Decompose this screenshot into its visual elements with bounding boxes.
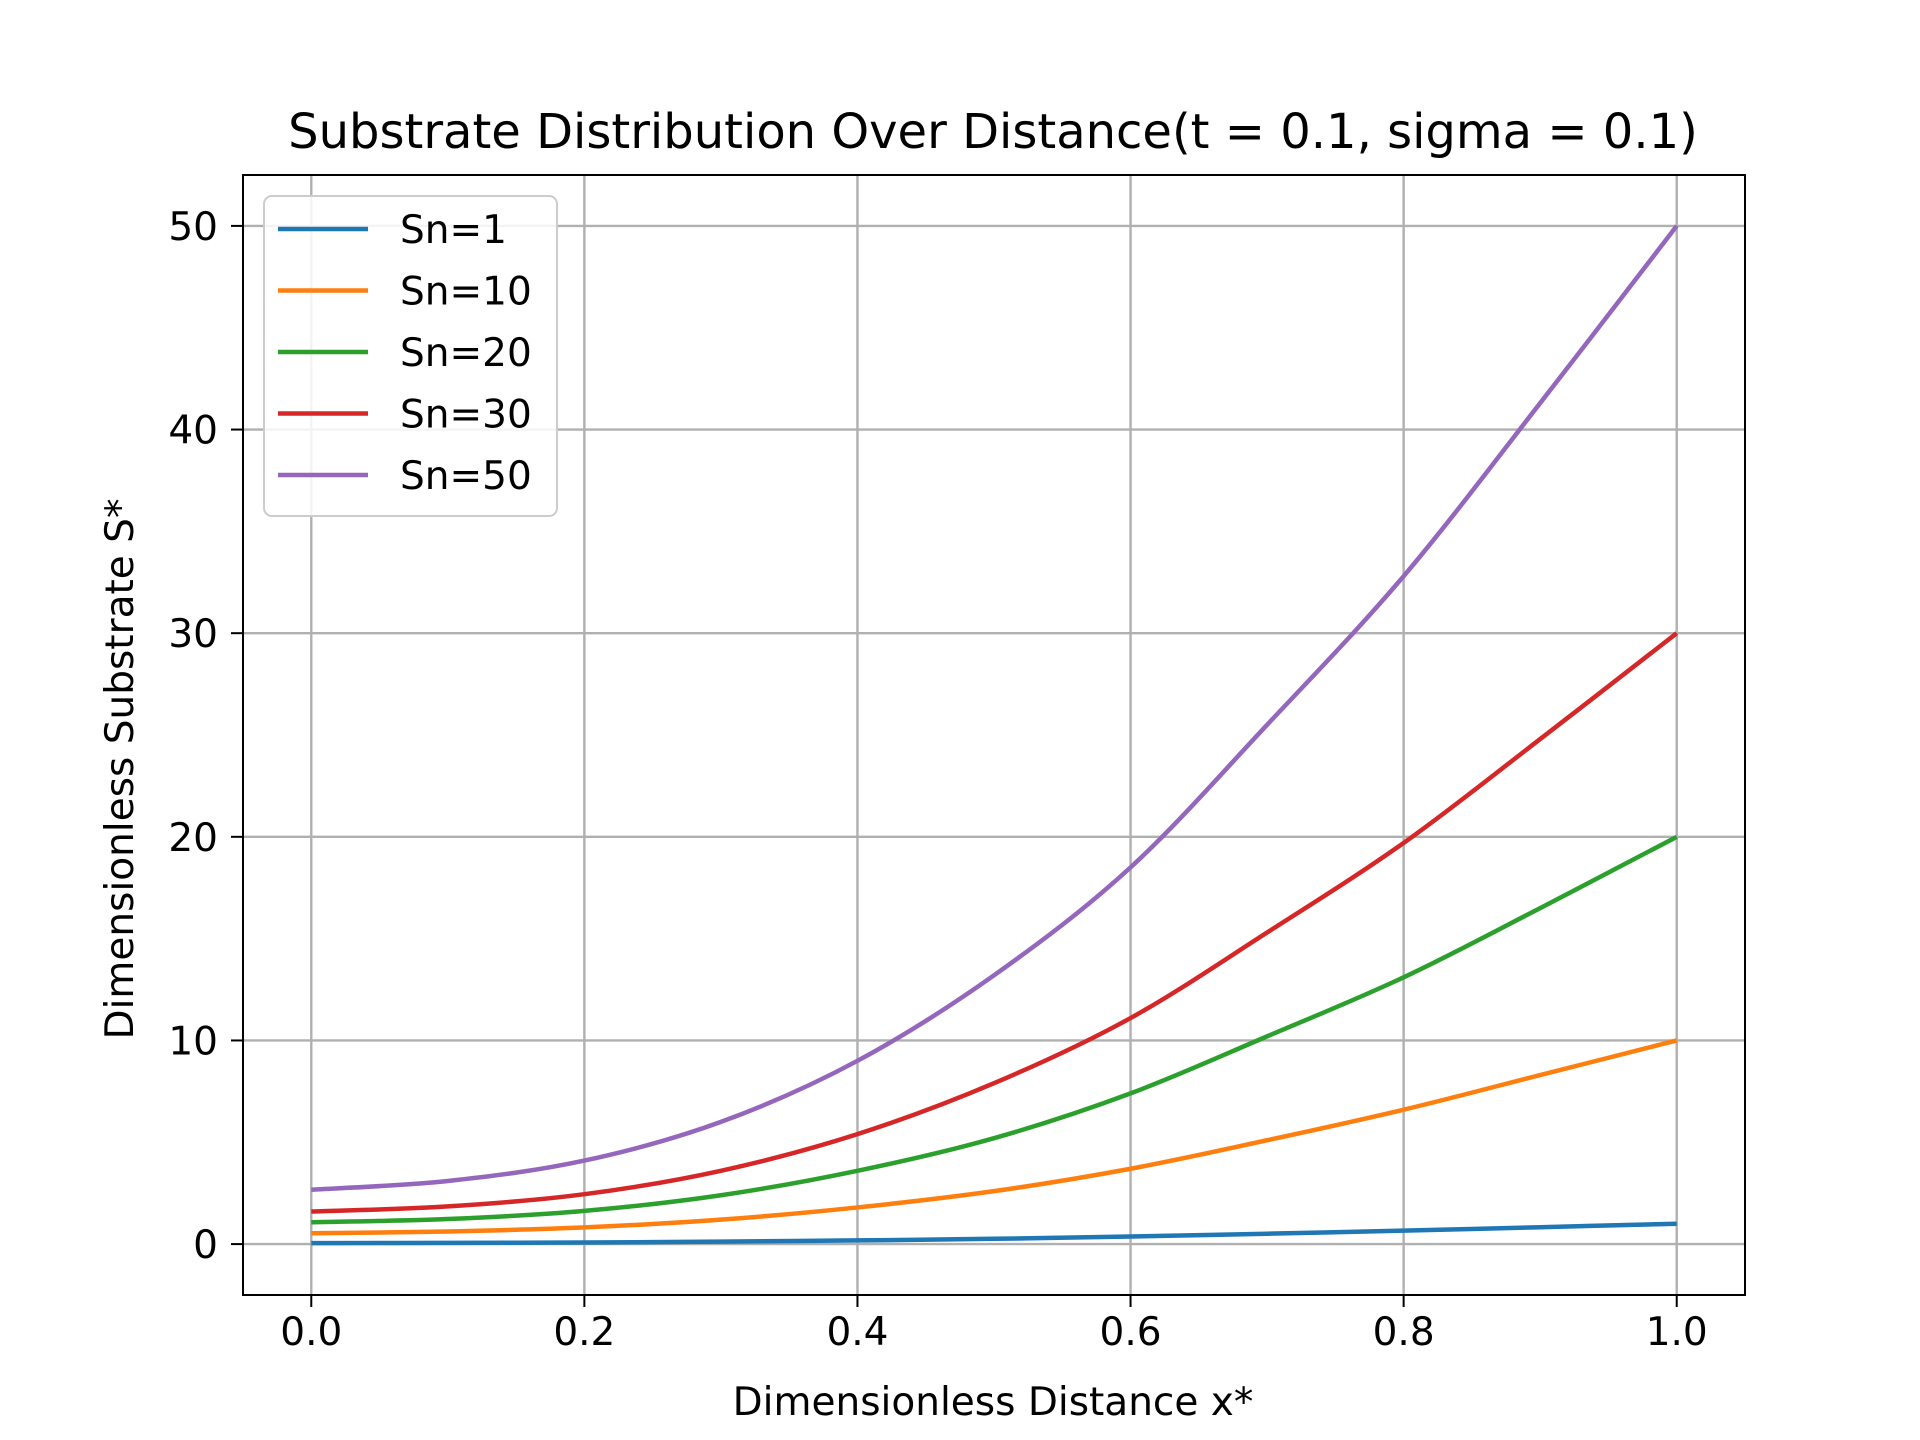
x-axis-label: Dimensionless Distance x* — [733, 1380, 1254, 1425]
series-line-sn-50 — [311, 224, 1679, 1192]
x-tick-label: 0.8 — [1373, 1310, 1435, 1355]
legend-item: Sn=1 — [278, 208, 507, 253]
axes — [231, 174, 1746, 1307]
y-tick-label: 20 — [168, 816, 218, 861]
y-axis-label: Dimensionless Substrate S* — [98, 499, 143, 1040]
chart-title: Substrate Distribution Over Distance(t =… — [288, 104, 1698, 160]
series-line-sn-10 — [311, 1038, 1678, 1236]
legend: Sn=1 Sn=10 Sn=20 Sn=30 Sn=50 — [263, 195, 558, 517]
y-tick-label: 10 — [168, 1019, 218, 1064]
x-tick-label: 0.4 — [826, 1310, 888, 1355]
legend-item: Sn=10 — [278, 270, 532, 315]
y-tick-label: 0 — [193, 1223, 218, 1268]
tick-labels: 0.0 0.2 0.4 0.6 0.8 1.0 0 10 20 30 40 50 — [168, 205, 1707, 1355]
legend-label: Sn=50 — [400, 454, 532, 499]
legend-label: Sn=1 — [400, 208, 507, 253]
series-line-sn-20 — [311, 834, 1678, 1225]
grid-lines — [243, 175, 1745, 1295]
legend-items: Sn=1 Sn=10 Sn=20 Sn=30 Sn=50 — [278, 208, 532, 499]
legend-item: Sn=50 — [278, 454, 532, 499]
series-line-sn-1 — [311, 1221, 1677, 1246]
y-tick-label: 40 — [168, 409, 218, 454]
legend-item: Sn=20 — [278, 331, 532, 376]
legend-item: Sn=30 — [278, 393, 532, 438]
legend-label: Sn=30 — [400, 393, 532, 438]
x-tick-label: 0.0 — [280, 1310, 342, 1355]
legend-label: Sn=10 — [400, 270, 532, 315]
legend-box — [263, 195, 558, 517]
plot-frame — [242, 174, 1746, 1296]
y-tick-label: 50 — [168, 205, 218, 250]
x-tick-label: 0.2 — [553, 1310, 615, 1355]
legend-label: Sn=20 — [400, 331, 532, 376]
series-line-sn-30 — [311, 631, 1679, 1214]
x-tick-label: 1.0 — [1646, 1310, 1708, 1355]
x-tick-label: 0.6 — [1100, 1310, 1162, 1355]
series-lines — [311, 224, 1679, 1246]
y-tick-label: 30 — [168, 612, 218, 657]
